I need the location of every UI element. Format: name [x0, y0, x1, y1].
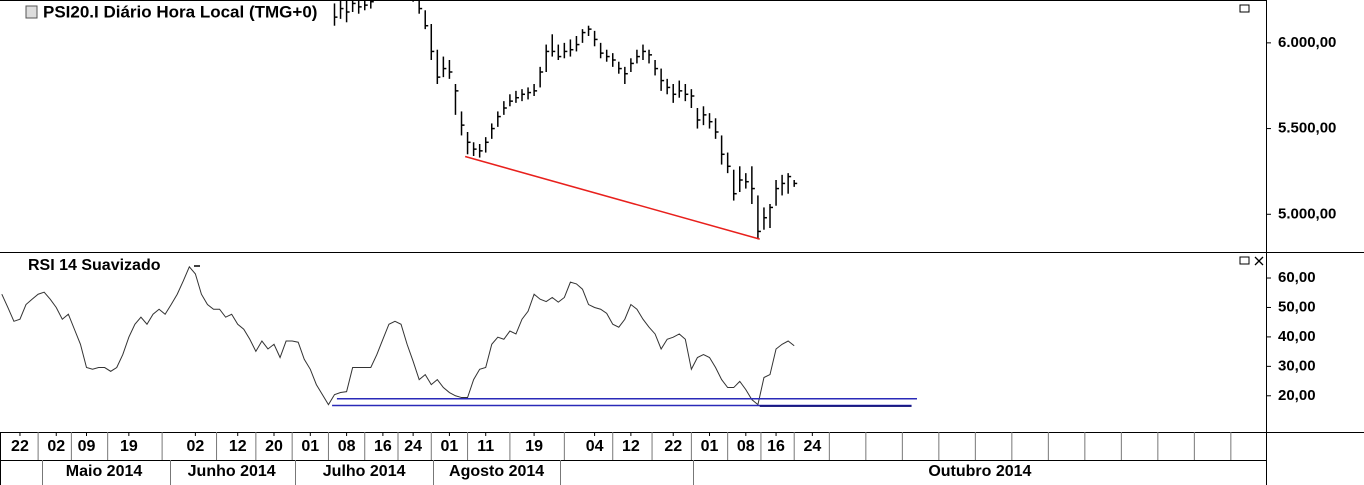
x-tick-label: 24: [404, 438, 422, 455]
x-tick-label: 11: [477, 438, 494, 455]
y-tick-label: 40,00: [1278, 328, 1316, 345]
panel-icons: [25, 4, 1264, 267]
x-tick-label: 12: [622, 438, 640, 455]
x-tick-label: 20: [265, 438, 283, 455]
x-tick-label: 01: [701, 438, 719, 455]
x-tick-label: 16: [374, 438, 392, 455]
y-tick-label: 5.500,00: [1278, 120, 1336, 137]
y-tick-label: 6.000,00: [1278, 34, 1336, 51]
x-tick-label: 08: [737, 438, 755, 455]
x-tick-label: 16: [767, 438, 785, 455]
x-tick-label: 01: [301, 438, 319, 455]
x-tick-label: 24: [803, 438, 821, 455]
x-tick-label: 01: [441, 438, 459, 455]
month-label: Outubro 2014: [928, 463, 1031, 480]
x-tick-label: 19: [120, 438, 138, 455]
x-tick-label: 19: [525, 438, 543, 455]
y-tick-label: 30,00: [1278, 357, 1316, 374]
x-tick-label: 12: [229, 438, 247, 455]
x-tick-label: 02: [186, 438, 204, 455]
x-tick-label: 22: [664, 438, 682, 455]
price-title: PSI20.I Diário Hora Local (TMG+0): [43, 2, 317, 21]
price-panel: [333, 1, 798, 240]
month-label: Julho 2014: [323, 463, 406, 480]
y-tick-label: 60,00: [1278, 269, 1316, 286]
x-tick-label: 22: [11, 438, 29, 455]
rsi-line: [1, 265, 795, 406]
rsi-title: RSI 14 Suavizado: [28, 257, 161, 274]
axes: 5.000,00 5.500,00 6.000,00 20,00 30,00 40,00 5…: [11, 34, 1336, 480]
x-tick-label: 02: [47, 438, 65, 455]
trendline: [464, 155, 760, 240]
x-tick-label: 04: [586, 438, 604, 455]
month-label: Agosto 2014: [449, 463, 544, 480]
x-tick-label: 09: [78, 438, 96, 455]
month-label: Maio 2014: [66, 463, 143, 480]
y-tick-label: 50,00: [1278, 298, 1316, 315]
rsi-panel: [1, 265, 795, 406]
y-tick-label: 5.000,00: [1278, 205, 1336, 222]
month-label: Junho 2014: [188, 463, 276, 480]
x-tick-label: 08: [338, 438, 356, 455]
y-tick-label: 20,00: [1278, 387, 1316, 404]
